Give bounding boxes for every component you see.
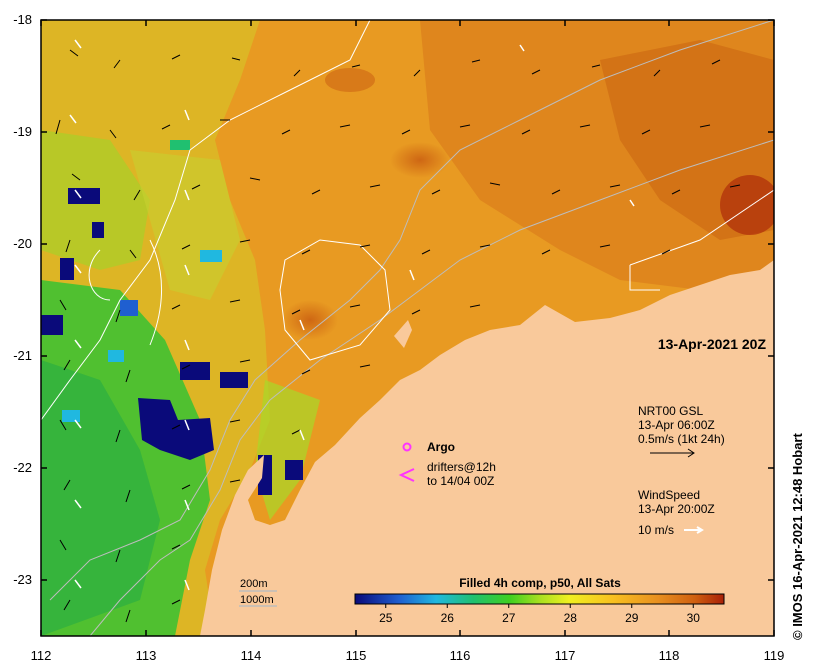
current-title: NRT00 GSL [638, 404, 703, 418]
current-scale: 0.5m/s (1kt 24h) [638, 432, 725, 446]
colorbar-title: Filled 4h comp, p50, All Sats [459, 576, 621, 590]
argo-marker [402, 442, 412, 452]
lon-tick-label: 114 [241, 648, 262, 663]
colorbar-tick-label: 26 [441, 611, 455, 625]
current-time: 13-Apr 06:00Z [638, 418, 715, 432]
lon-tick-label: 119 [764, 648, 785, 663]
timestamp-label: 13-Apr-2021 20Z [658, 336, 767, 352]
wind-time: 13-Apr 20:00Z [638, 502, 715, 516]
wind-scale-arrow [684, 526, 704, 534]
lat-tick-label: -23 [13, 572, 32, 587]
land [200, 260, 774, 636]
lon-tick-label: 112 [31, 648, 52, 663]
colorbar-tick-label: 27 [502, 611, 516, 625]
lon-tick-label: 115 [346, 648, 367, 663]
lon-tick-label: 118 [659, 648, 680, 663]
wind-arrows [69, 39, 635, 591]
drifters-time: to 14/04 00Z [427, 474, 494, 488]
bathymetry-contours [41, 20, 774, 636]
sst-field [41, 20, 774, 636]
lon-tick-label: 117 [555, 648, 576, 663]
lat-tick-label: -22 [13, 460, 32, 475]
cool-patch [68, 188, 100, 204]
current-scale-arrow [650, 448, 695, 458]
wind-scale: 10 m/s [638, 523, 674, 537]
argo-label: Argo [427, 440, 455, 454]
colorbar-tick-label: 28 [564, 611, 578, 625]
drifters-label: drifters@12h [427, 460, 496, 474]
colorbar [354, 593, 725, 605]
lon-tick-label: 113 [136, 648, 157, 663]
drifter-symbol [398, 468, 415, 482]
contour-1000-label: 1000m [240, 594, 274, 606]
colorbar-tick-label: 25 [379, 611, 393, 625]
colorbar-tick-label: 29 [625, 611, 639, 625]
lat-tick-label: -18 [13, 12, 32, 27]
current-arrows [55, 49, 741, 623]
contour-200-label: 200m [240, 578, 268, 590]
lat-tick-label: -21 [13, 348, 32, 363]
lat-tick-label: -20 [13, 236, 32, 251]
colorbar-tick-label: 30 [687, 611, 701, 625]
credit-label: © IMOS 16-Apr-2021 12:48 Hobart [790, 433, 805, 640]
lon-tick-label: 116 [450, 648, 471, 663]
axis-ticks [40, 19, 775, 636]
wind-title: WindSpeed [638, 488, 700, 502]
colorbar-ticks: 25 26 27 28 29 30 [379, 604, 700, 625]
lat-tick-label: -19 [13, 124, 32, 139]
